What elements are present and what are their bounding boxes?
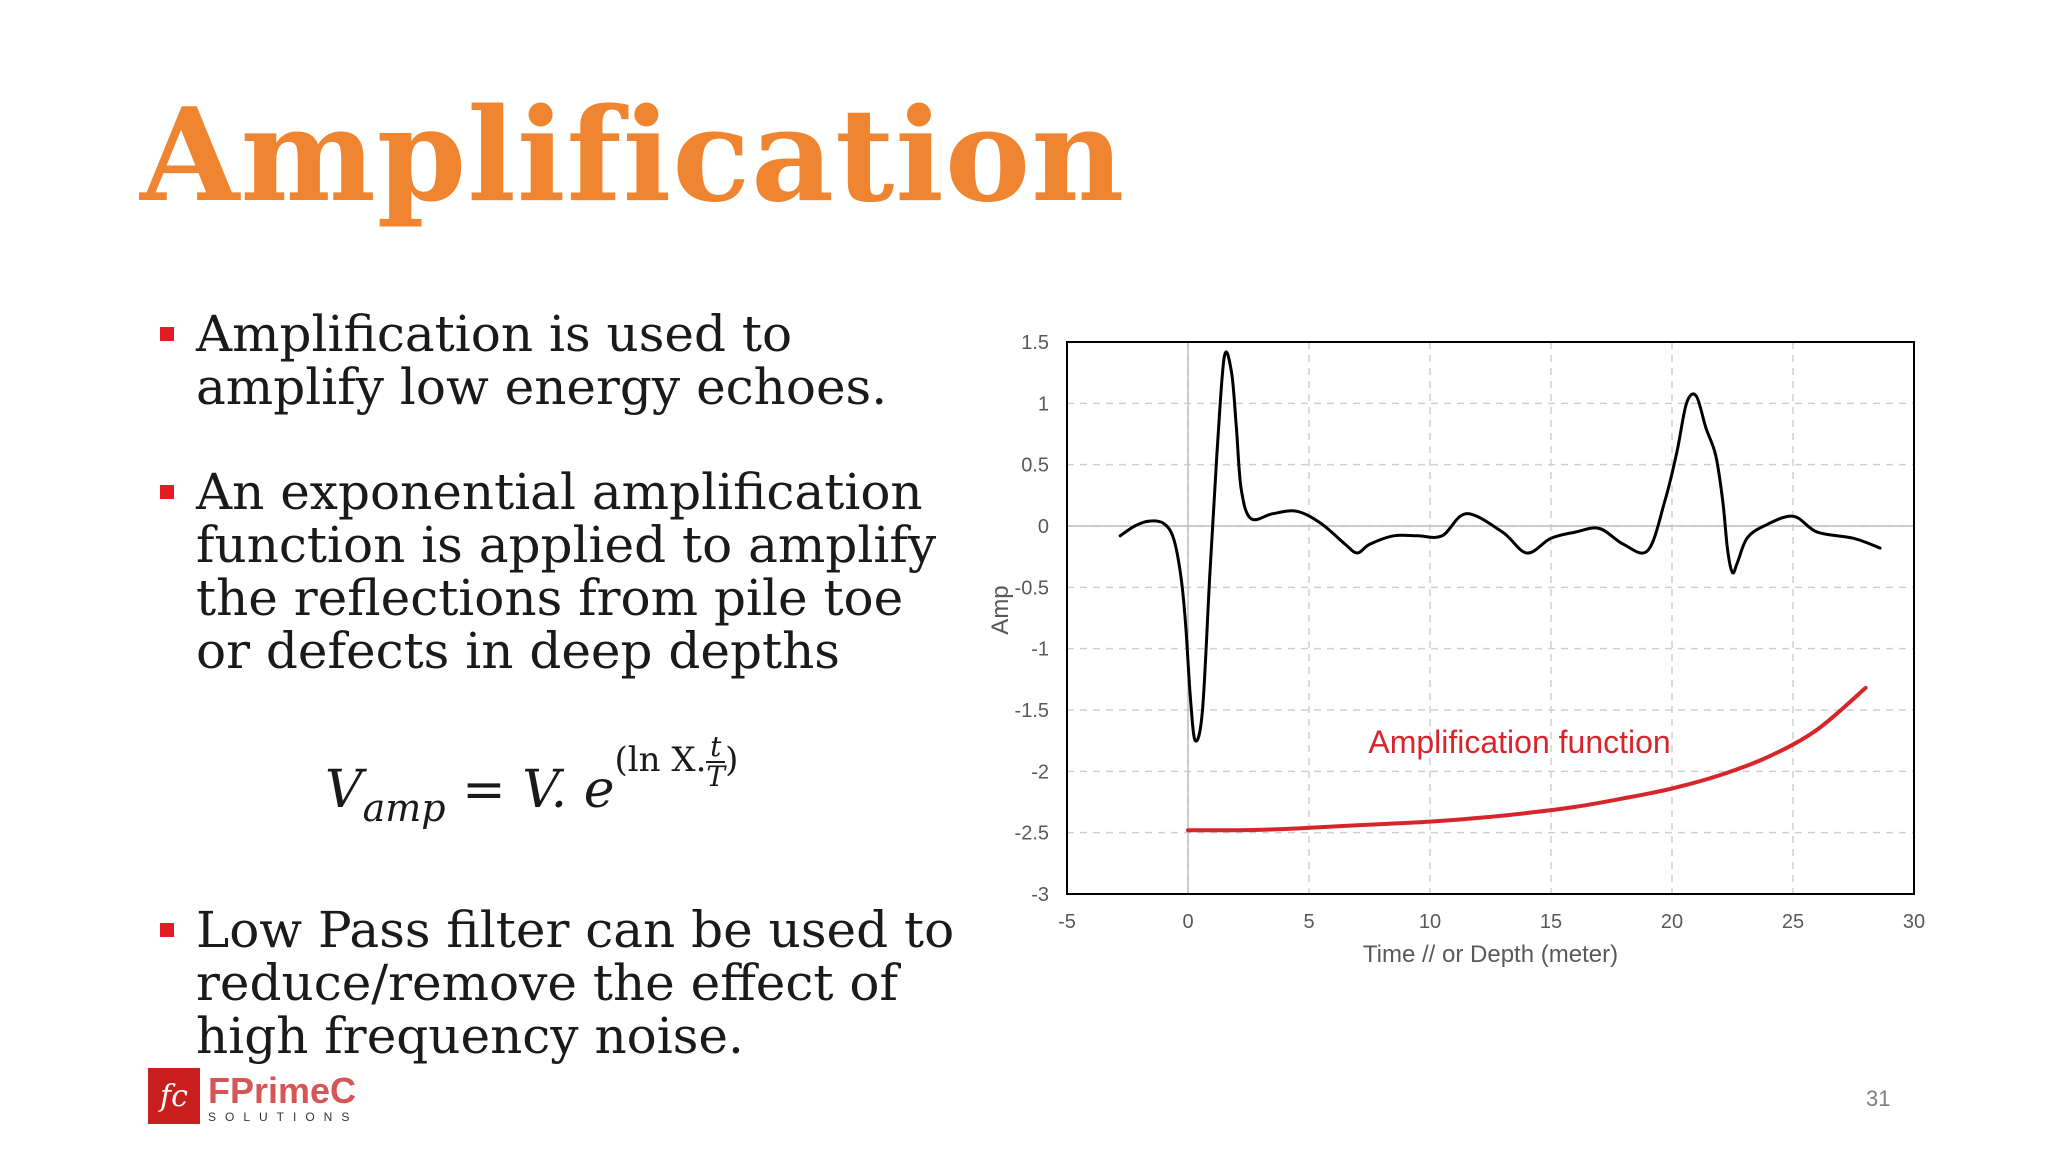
logo-mark: fc — [148, 1068, 200, 1124]
bullet-list: Amplification is used to amplify low ene… — [160, 308, 960, 678]
slide-title: Amplification — [140, 81, 1126, 231]
x-tick-label: 15 — [1540, 911, 1562, 933]
formula-fraction-numerator: t — [706, 733, 726, 763]
formula-exponent-open: (ln X. — [614, 740, 707, 780]
x-axis-label: Time // or Depth (meter) — [1363, 941, 1618, 968]
x-tick-label: 10 — [1419, 911, 1441, 933]
amplification-curve — [1186, 685, 1868, 833]
page-number: 31 — [1866, 1086, 1891, 1111]
bullet-text: Amplification is used to amplify low ene… — [196, 305, 888, 416]
formula-exponent: (ln X. t T) — [614, 733, 739, 791]
bullet-item: Amplification is used to amplify low ene… — [160, 308, 960, 414]
bullet-marker — [160, 327, 174, 341]
x-tick-label: 0 — [1182, 911, 1193, 933]
y-tick-label: 1 — [1038, 393, 1049, 415]
y-tick-label: -1.5 — [1015, 700, 1049, 722]
formula-rhs: = V. e — [445, 760, 615, 820]
x-tick-label: 5 — [1303, 911, 1314, 933]
y-tick-label: -3 — [1031, 884, 1049, 906]
formula-fraction-denominator: T — [706, 760, 726, 793]
y-tick-label: -2 — [1031, 761, 1049, 783]
logo-tagline: SOLUTIONS — [208, 1110, 359, 1124]
bullet-list-2: Low Pass filter can be used to reduce/re… — [160, 904, 960, 1063]
formula-lhs-subscript: amp — [362, 786, 446, 830]
x-tick-label: 25 — [1782, 911, 1804, 933]
bullet-item: Low Pass filter can be used to reduce/re… — [160, 904, 960, 1063]
y-tick-label: -0.5 — [1015, 577, 1049, 599]
bullet-text: Low Pass filter can be used to reduce/re… — [196, 901, 955, 1065]
amplification-formula: Vamp = V. e(ln X. t T) — [325, 733, 738, 831]
y-axis-label: Amp — [987, 585, 1014, 634]
x-tick-label: -5 — [1058, 911, 1076, 933]
y-tick-label: -2.5 — [1015, 823, 1049, 845]
bullet-item: An exponential amplification function is… — [160, 466, 960, 678]
y-tick-label: 1.5 — [1021, 332, 1049, 354]
y-tick-label: 0.5 — [1021, 455, 1049, 477]
x-tick-label: 20 — [1661, 911, 1683, 933]
company-logo: fc FPrimeC SOLUTIONS — [148, 1068, 378, 1124]
signal-line — [1118, 350, 1882, 743]
plot-frame — [1066, 341, 1915, 895]
y-tick-label: -1 — [1031, 639, 1049, 661]
x-tick-label: 30 — [1903, 911, 1925, 933]
logo-name: FPrimeC — [208, 1070, 357, 1111]
y-tick-label: 0 — [1038, 516, 1049, 538]
bullet-marker — [160, 485, 174, 499]
formula-exponent-close: ) — [725, 740, 739, 780]
bullet-text: An exponential amplification function is… — [196, 463, 937, 680]
formula-lhs: V — [325, 760, 363, 820]
amplification-annotation: Amplification function — [1368, 724, 1670, 760]
bullet-marker — [160, 923, 174, 937]
